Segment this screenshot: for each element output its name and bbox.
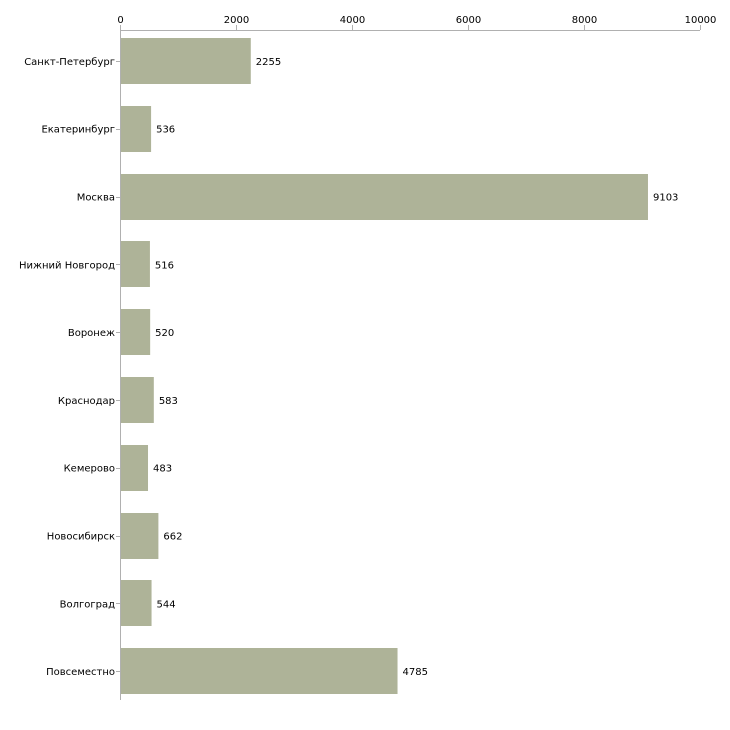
category-label: Волгоград: [60, 599, 115, 610]
x-tick-label: 6000: [456, 15, 481, 26]
category-label: Кемерово: [64, 464, 115, 475]
bar-value-label: 483: [153, 464, 172, 475]
bar: [121, 241, 150, 287]
category-label: Екатеринбург: [41, 125, 115, 136]
category-label: Краснодар: [58, 396, 115, 407]
bars-group: 2255 536 9103 516 520 583 483 662 544 4785: [121, 38, 678, 694]
bar: [121, 106, 152, 152]
x-tick-label: 10000: [685, 15, 717, 26]
bar-value-label: 662: [163, 532, 182, 543]
bar-value-label: 516: [155, 260, 174, 271]
bar-value-label: 544: [157, 599, 176, 610]
bar: [121, 309, 151, 355]
category-label: Повсеместно: [46, 667, 115, 678]
category-label: Санкт-Петербург: [24, 57, 115, 68]
y-axis: Санкт-Петербург Екатеринбург Москва Нижний …: [19, 57, 120, 678]
bar: [121, 580, 152, 626]
bar-value-label: 2255: [256, 57, 281, 68]
bar: [121, 174, 648, 220]
bar-value-label: 536: [156, 125, 175, 136]
x-axis: 0 2000 4000 6000 8000 10000: [117, 15, 716, 30]
bar-value-label: 4785: [403, 667, 428, 678]
bar-value-label: 9103: [653, 193, 678, 204]
x-tick-label: 8000: [572, 15, 597, 26]
x-tick-label: 4000: [340, 15, 365, 26]
category-label: Нижний Новгород: [19, 260, 115, 271]
category-label: Воронеж: [68, 328, 115, 339]
x-tick-label: 2000: [224, 15, 249, 26]
bar: [121, 445, 149, 491]
bar: [121, 38, 251, 84]
category-label: Москва: [77, 193, 115, 204]
bar-value-label: 520: [155, 328, 174, 339]
bar-value-label: 583: [159, 396, 178, 407]
bar: [121, 377, 154, 423]
bar: [121, 513, 159, 559]
bar: [121, 648, 398, 694]
category-label: Новосибирск: [47, 532, 115, 543]
x-tick-label: 0: [117, 15, 123, 26]
